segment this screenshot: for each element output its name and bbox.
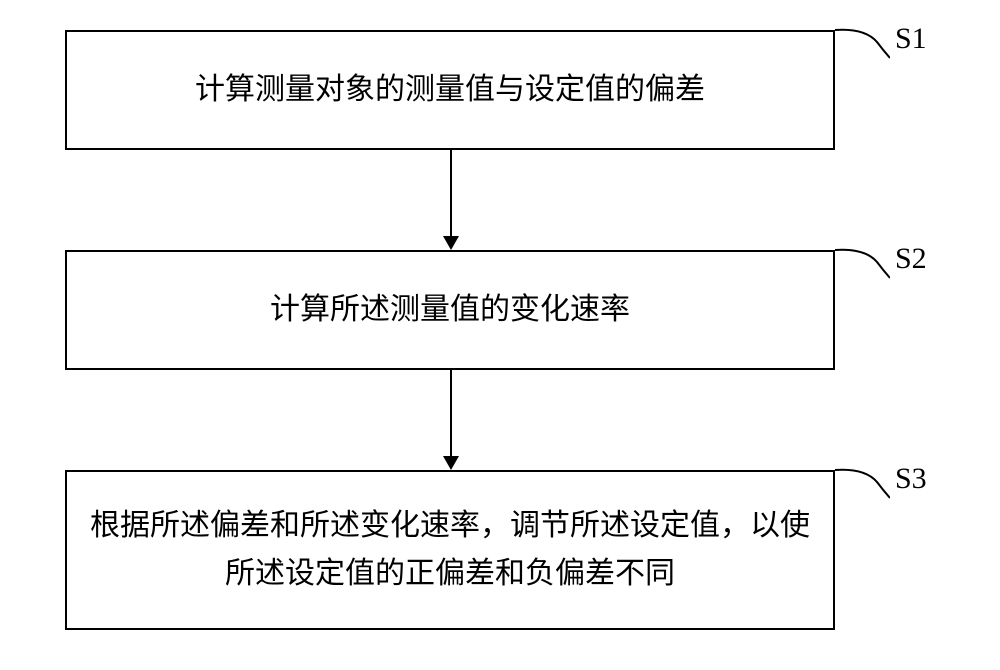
connector-s1-s2: [450, 150, 452, 236]
arrow-s2-s3: [443, 456, 459, 470]
step-text-s2: 计算所述测量值的变化速率: [270, 286, 630, 334]
flowchart-container: 计算测量对象的测量值与设定值的偏差 S1 计算所述测量值的变化速率 S2 根据所…: [0, 0, 1000, 670]
step-box-s1: 计算测量对象的测量值与设定值的偏差: [65, 30, 835, 150]
step-label-s2: S2: [895, 242, 927, 276]
step-box-s2: 计算所述测量值的变化速率: [65, 250, 835, 370]
arrow-s1-s2: [443, 236, 459, 250]
step-label-s1: S1: [895, 22, 927, 56]
connector-s2-s3: [450, 370, 452, 456]
step-text-s1: 计算测量对象的测量值与设定值的偏差: [195, 66, 705, 114]
label-curve-s1: [835, 28, 890, 60]
label-curve-s2: [835, 248, 890, 280]
step-text-s3: 根据所述偏差和所述变化速率，调节所述设定值，以使所述设定值的正偏差和负偏差不同: [87, 502, 813, 598]
step-label-s3: S3: [895, 462, 927, 496]
step-box-s3: 根据所述偏差和所述变化速率，调节所述设定值，以使所述设定值的正偏差和负偏差不同: [65, 470, 835, 630]
label-curve-s3: [835, 468, 890, 500]
